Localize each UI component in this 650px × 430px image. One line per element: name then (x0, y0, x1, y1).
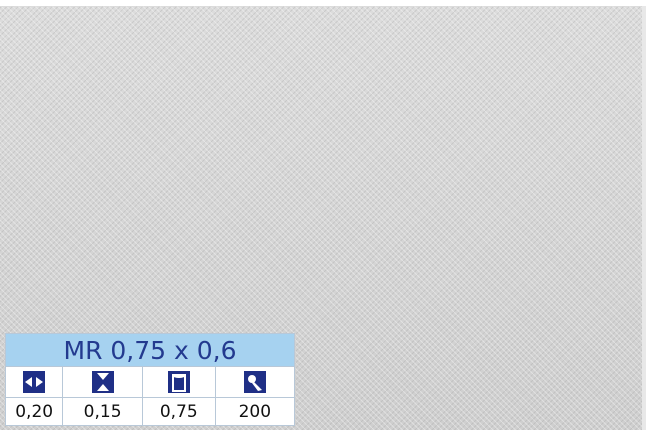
icon-wire (167, 371, 190, 393)
icon-mesh-height (91, 371, 114, 393)
icon-cell (214, 366, 296, 398)
icon-cell (62, 366, 143, 398)
icon-roll (243, 371, 266, 393)
icon-mesh-width (23, 371, 46, 393)
spec-value: 0,15 (62, 397, 143, 426)
spec-value: 200 (214, 397, 296, 426)
spec-value: 0,75 (141, 397, 216, 426)
spec-title: MR 0,75 x 0,6 (5, 333, 295, 367)
icon-cell (4, 366, 64, 398)
icon-cell (141, 366, 216, 398)
spec-table: MR 0,75 x 0,6 0,20 0,15 0,75 200 (4, 333, 296, 426)
spec-value: 0,20 (4, 397, 64, 426)
